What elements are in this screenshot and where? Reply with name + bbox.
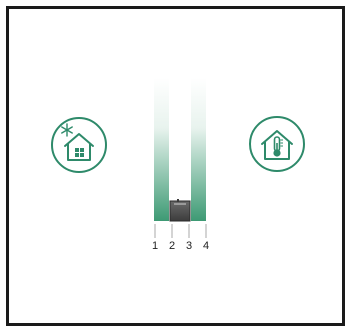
outer-glass-pane	[154, 78, 169, 221]
layer-label-4: 4	[202, 240, 210, 252]
inner-glass-pane	[191, 78, 206, 221]
spacer-bar	[169, 199, 191, 222]
warm-house-thermometer-icon	[249, 116, 305, 172]
layer-label-1: 1	[151, 240, 159, 252]
cold-house-snowflake-icon	[51, 117, 107, 173]
layer-label-3: 3	[185, 240, 193, 252]
layer-tick-lines	[154, 224, 207, 238]
layer-label-2: 2	[168, 240, 176, 252]
